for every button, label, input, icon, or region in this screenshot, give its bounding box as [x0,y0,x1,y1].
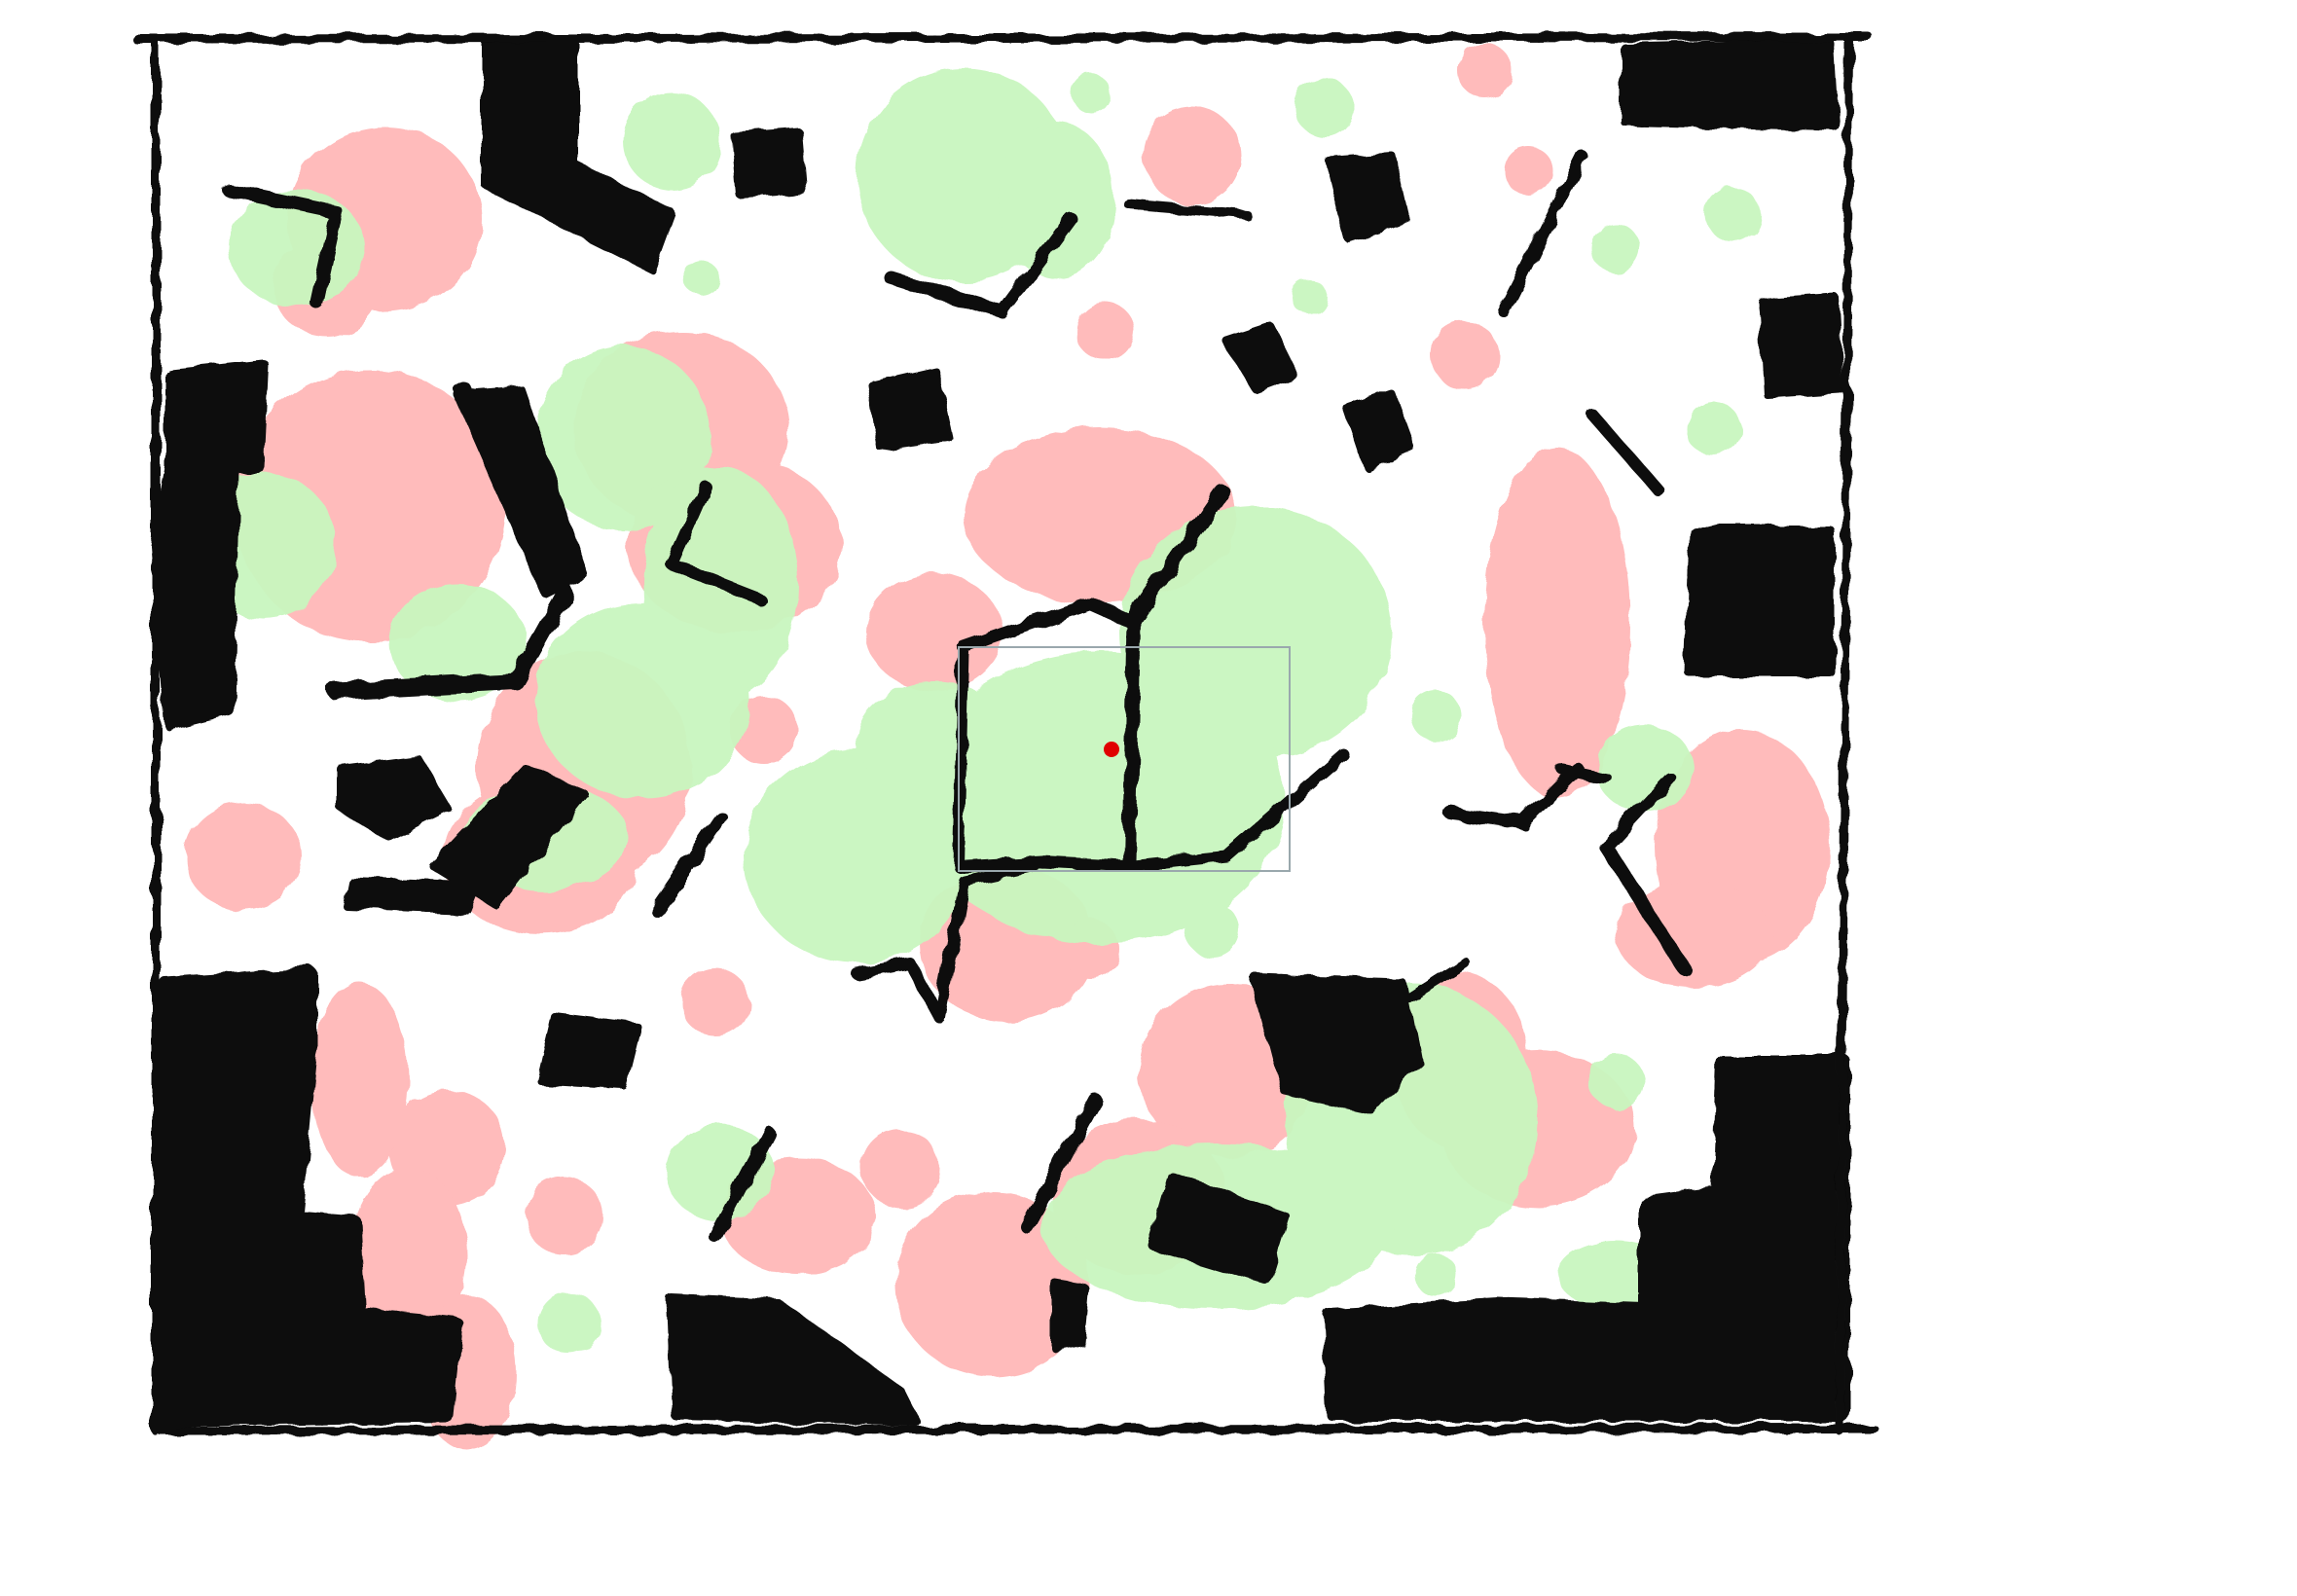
black-strokes [150,39,1850,1427]
frame [131,32,1878,1435]
marker-dot [1104,742,1119,757]
selection-rect[interactable] [958,646,1291,872]
